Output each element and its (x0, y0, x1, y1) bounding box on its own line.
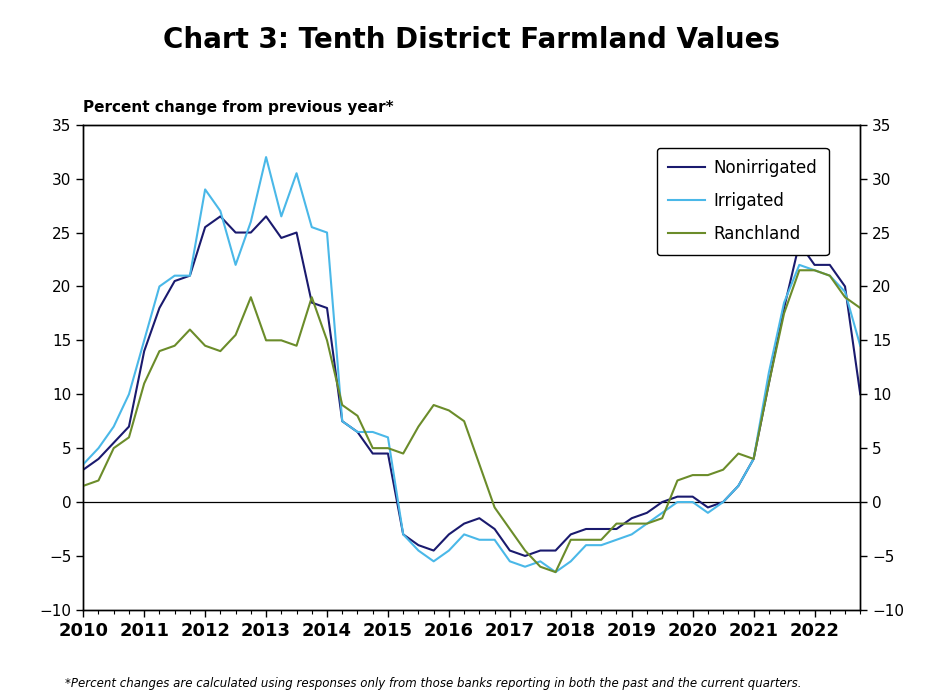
Nonirrigated (504, 546, 515, 554)
Line: Ranchland: Ranchland (83, 270, 860, 572)
Irrigated (139, 336, 150, 344)
Nonirrigated (459, 520, 470, 528)
Irrigated (855, 342, 866, 350)
Nonirrigated (855, 390, 866, 398)
Text: *Percent changes are calculated using responses only from those banks reporting : *Percent changes are calculated using re… (65, 676, 801, 690)
Nonirrigated (610, 525, 622, 533)
Irrigated (504, 557, 515, 565)
Legend: Nonirrigated, Irrigated, Ranchland: Nonirrigated, Irrigated, Ranchland (657, 148, 829, 255)
Ranchland (550, 568, 561, 577)
Ranchland (855, 304, 866, 312)
Nonirrigated (139, 347, 150, 356)
Ranchland (139, 379, 150, 387)
Irrigated (78, 460, 89, 468)
Nonirrigated (78, 466, 89, 474)
Nonirrigated (215, 212, 226, 220)
Ranchland (352, 412, 363, 420)
Text: Percent change from previous year*: Percent change from previous year* (83, 100, 394, 115)
Line: Irrigated: Irrigated (83, 157, 860, 572)
Ranchland (443, 406, 454, 414)
Title: Chart 3: Tenth District Farmland Values: Chart 3: Tenth District Farmland Values (163, 26, 781, 54)
Irrigated (610, 536, 622, 544)
Nonirrigated (581, 525, 592, 533)
Ranchland (489, 503, 500, 511)
Nonirrigated (367, 449, 378, 457)
Irrigated (550, 568, 561, 577)
Irrigated (261, 153, 272, 161)
Ranchland (78, 482, 89, 490)
Irrigated (581, 541, 592, 550)
Irrigated (367, 428, 378, 436)
Ranchland (794, 266, 805, 274)
Ranchland (565, 536, 576, 544)
Irrigated (459, 530, 470, 538)
Nonirrigated (520, 552, 531, 560)
Ranchland (596, 536, 607, 544)
Line: Nonirrigated: Nonirrigated (83, 216, 860, 556)
